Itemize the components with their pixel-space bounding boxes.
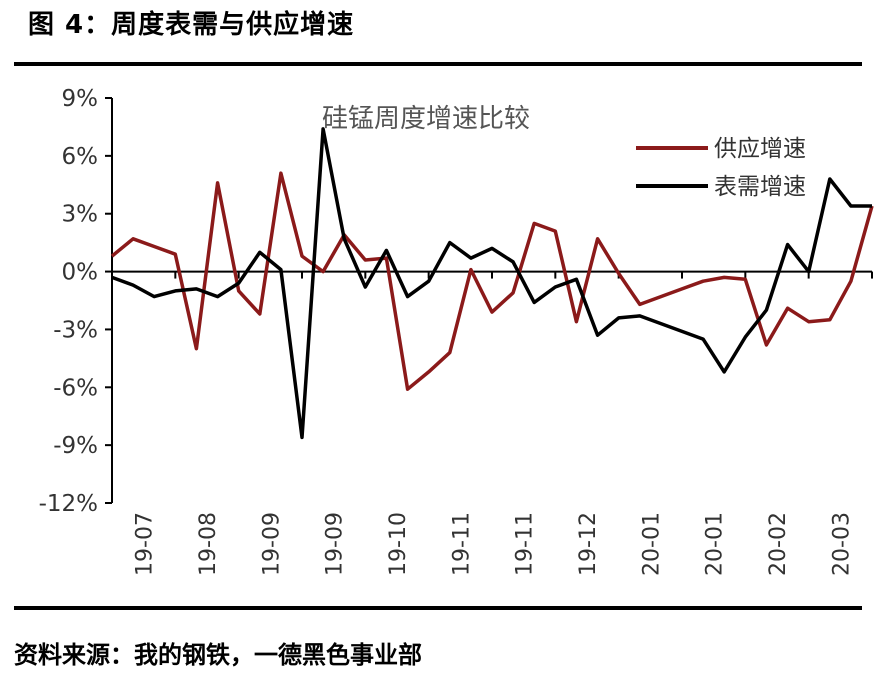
x-tick-label: 19-11: [449, 512, 474, 576]
x-tick-label: 20-02: [766, 512, 791, 576]
x-tick-label: 19-10: [386, 512, 411, 576]
y-tick-label: -12%: [39, 491, 98, 517]
y-tick-label: -9%: [53, 433, 98, 459]
y-tick-label: 0%: [62, 260, 99, 286]
x-tick-label: 19-09: [259, 512, 284, 576]
y-tick-label: 3%: [62, 202, 99, 228]
legend-label: 表需增速: [714, 174, 806, 200]
series-line-supply: [110, 171, 874, 391]
y-tick-label: -3%: [53, 317, 98, 343]
x-tick-label: 19-07: [133, 512, 158, 576]
x-tick-label: 20-01: [703, 512, 728, 576]
chart-title: 硅锰周度增速比较: [322, 104, 530, 134]
series-line-demand: [111, 127, 872, 440]
series-lines: [110, 127, 874, 440]
x-tick-label: 20-03: [829, 512, 854, 576]
x-tick-label: 19-08: [196, 512, 221, 576]
line-chart: 9%6%3%0%-3%-6%-9%-12% 19-07 19-08 19-09 19-…: [39, 86, 874, 576]
y-tick-label: 6%: [62, 144, 99, 170]
y-tick-label: -6%: [53, 375, 98, 401]
bottom-rule: [14, 606, 862, 610]
x-tick-label: 19-09: [323, 512, 348, 576]
top-rule: [14, 62, 862, 66]
legend-label: 供应增速: [714, 136, 806, 162]
x-tick-label: 20-01: [639, 512, 664, 576]
figure-title: 图 4：周度表需与供应增速: [28, 10, 355, 40]
x-axis: 19-07 19-08 19-09 19-09 19-10 19-11 19-11 19-12…: [111, 270, 873, 576]
x-tick-label: 19-11: [513, 512, 538, 576]
source-note: 资料来源：我的钢铁，一德黑色事业部: [14, 641, 422, 669]
y-axis: 9% 6% 3% 0% -3% -6% -9% -12%: [39, 86, 113, 517]
y-tick-label: 9%: [62, 86, 99, 112]
x-tick-label: 19-12: [576, 512, 601, 576]
